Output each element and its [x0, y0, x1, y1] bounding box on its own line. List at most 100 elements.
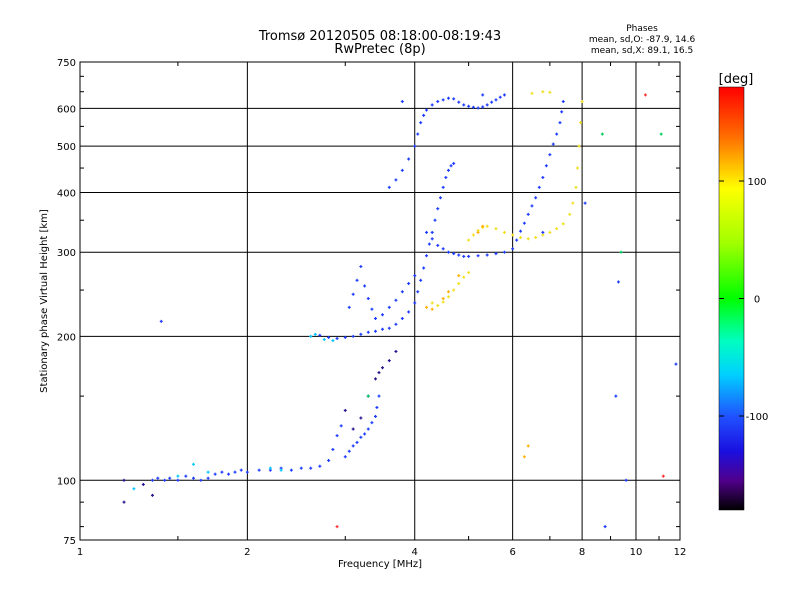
- y-axis-ticks: 75 100 200 300 400 500 600 750: [57, 58, 680, 547]
- data-point: [490, 100, 494, 104]
- data-point: [436, 304, 440, 308]
- data-point: [457, 253, 461, 257]
- data-point: [394, 322, 398, 326]
- x-tick-label: 1: [77, 547, 83, 558]
- data-point: [467, 254, 471, 258]
- data-point: [339, 424, 343, 428]
- data-point: [603, 525, 607, 529]
- data-point: [511, 233, 515, 237]
- data-point: [206, 470, 210, 474]
- data-point: [526, 444, 530, 448]
- plot-frame: [79, 61, 681, 541]
- y-tick-label: 600: [57, 104, 76, 115]
- data-point: [568, 212, 572, 216]
- data-point: [233, 470, 237, 474]
- phases-heading: Phases: [626, 24, 658, 34]
- data-point: [199, 478, 203, 482]
- data-point: [498, 95, 502, 99]
- data-point: [530, 204, 534, 208]
- data-point: [476, 106, 480, 110]
- data-point: [522, 455, 526, 459]
- data-point: [462, 254, 466, 258]
- data-point: [467, 271, 471, 275]
- data-point: [343, 408, 347, 412]
- data-point: [430, 230, 434, 234]
- data-point: [289, 468, 293, 472]
- data-point: [347, 305, 351, 309]
- data-point: [502, 93, 506, 97]
- data-point: [366, 330, 370, 334]
- data-point: [481, 105, 485, 109]
- data-point: [577, 144, 581, 148]
- data-point: [351, 292, 355, 296]
- data-point: [380, 366, 384, 370]
- data-point: [441, 300, 445, 304]
- y-axis-label: Stationary phase Virtual Height [km]: [39, 209, 50, 393]
- data-point: [413, 301, 417, 305]
- data-point: [574, 185, 578, 189]
- data-points: [122, 90, 678, 529]
- data-point: [643, 93, 647, 97]
- data-point: [351, 444, 355, 448]
- data-point: [370, 421, 374, 425]
- data-point: [425, 230, 429, 234]
- data-point: [380, 313, 384, 317]
- data-point: [457, 282, 461, 286]
- data-point: [318, 333, 322, 337]
- data-point: [541, 175, 545, 179]
- data-point: [419, 121, 423, 125]
- data-point: [322, 338, 326, 342]
- data-point: [425, 108, 429, 112]
- data-point: [168, 476, 172, 480]
- data-point: [467, 104, 471, 108]
- data-point: [452, 161, 456, 165]
- data-point: [327, 458, 331, 462]
- y-tick-label: 75: [63, 536, 76, 547]
- data-point: [526, 212, 530, 216]
- data-point: [355, 440, 359, 444]
- data-point: [359, 332, 363, 336]
- data-point: [541, 233, 545, 237]
- data-point: [141, 482, 145, 486]
- grid-lines: [80, 62, 680, 540]
- data-point: [213, 472, 217, 476]
- data-point: [494, 98, 498, 102]
- data-point: [561, 100, 565, 104]
- data-point: [163, 478, 167, 482]
- data-point: [400, 168, 404, 172]
- data-point: [457, 100, 461, 104]
- data-point: [377, 394, 381, 398]
- data-point: [132, 487, 136, 491]
- data-point: [441, 297, 445, 301]
- data-point: [331, 339, 335, 343]
- data-point: [624, 478, 628, 482]
- data-point: [534, 236, 538, 240]
- data-point: [419, 278, 423, 282]
- data-point: [579, 121, 583, 125]
- data-point: [268, 466, 272, 470]
- data-point: [416, 290, 420, 294]
- data-point: [363, 432, 367, 436]
- data-point: [452, 252, 456, 256]
- data-point: [427, 242, 431, 246]
- x-tick-label: 10: [630, 547, 643, 558]
- data-point: [335, 434, 339, 438]
- data-point: [551, 142, 555, 146]
- data-point: [430, 237, 434, 241]
- x-tick-label: 12: [674, 547, 687, 558]
- data-point: [600, 132, 604, 136]
- data-point: [257, 468, 261, 472]
- data-point: [430, 103, 434, 107]
- colorbar-ticks: 100 0 -100: [719, 177, 768, 423]
- data-point: [309, 466, 313, 470]
- colorbar-tick-label: 0: [754, 295, 760, 306]
- data-point: [331, 447, 335, 451]
- data-point: [377, 371, 381, 375]
- data-point: [522, 221, 526, 225]
- data-point: [335, 525, 339, 529]
- data-point: [355, 278, 359, 282]
- data-point: [436, 243, 440, 247]
- data-point: [366, 427, 370, 431]
- data-point: [425, 254, 429, 258]
